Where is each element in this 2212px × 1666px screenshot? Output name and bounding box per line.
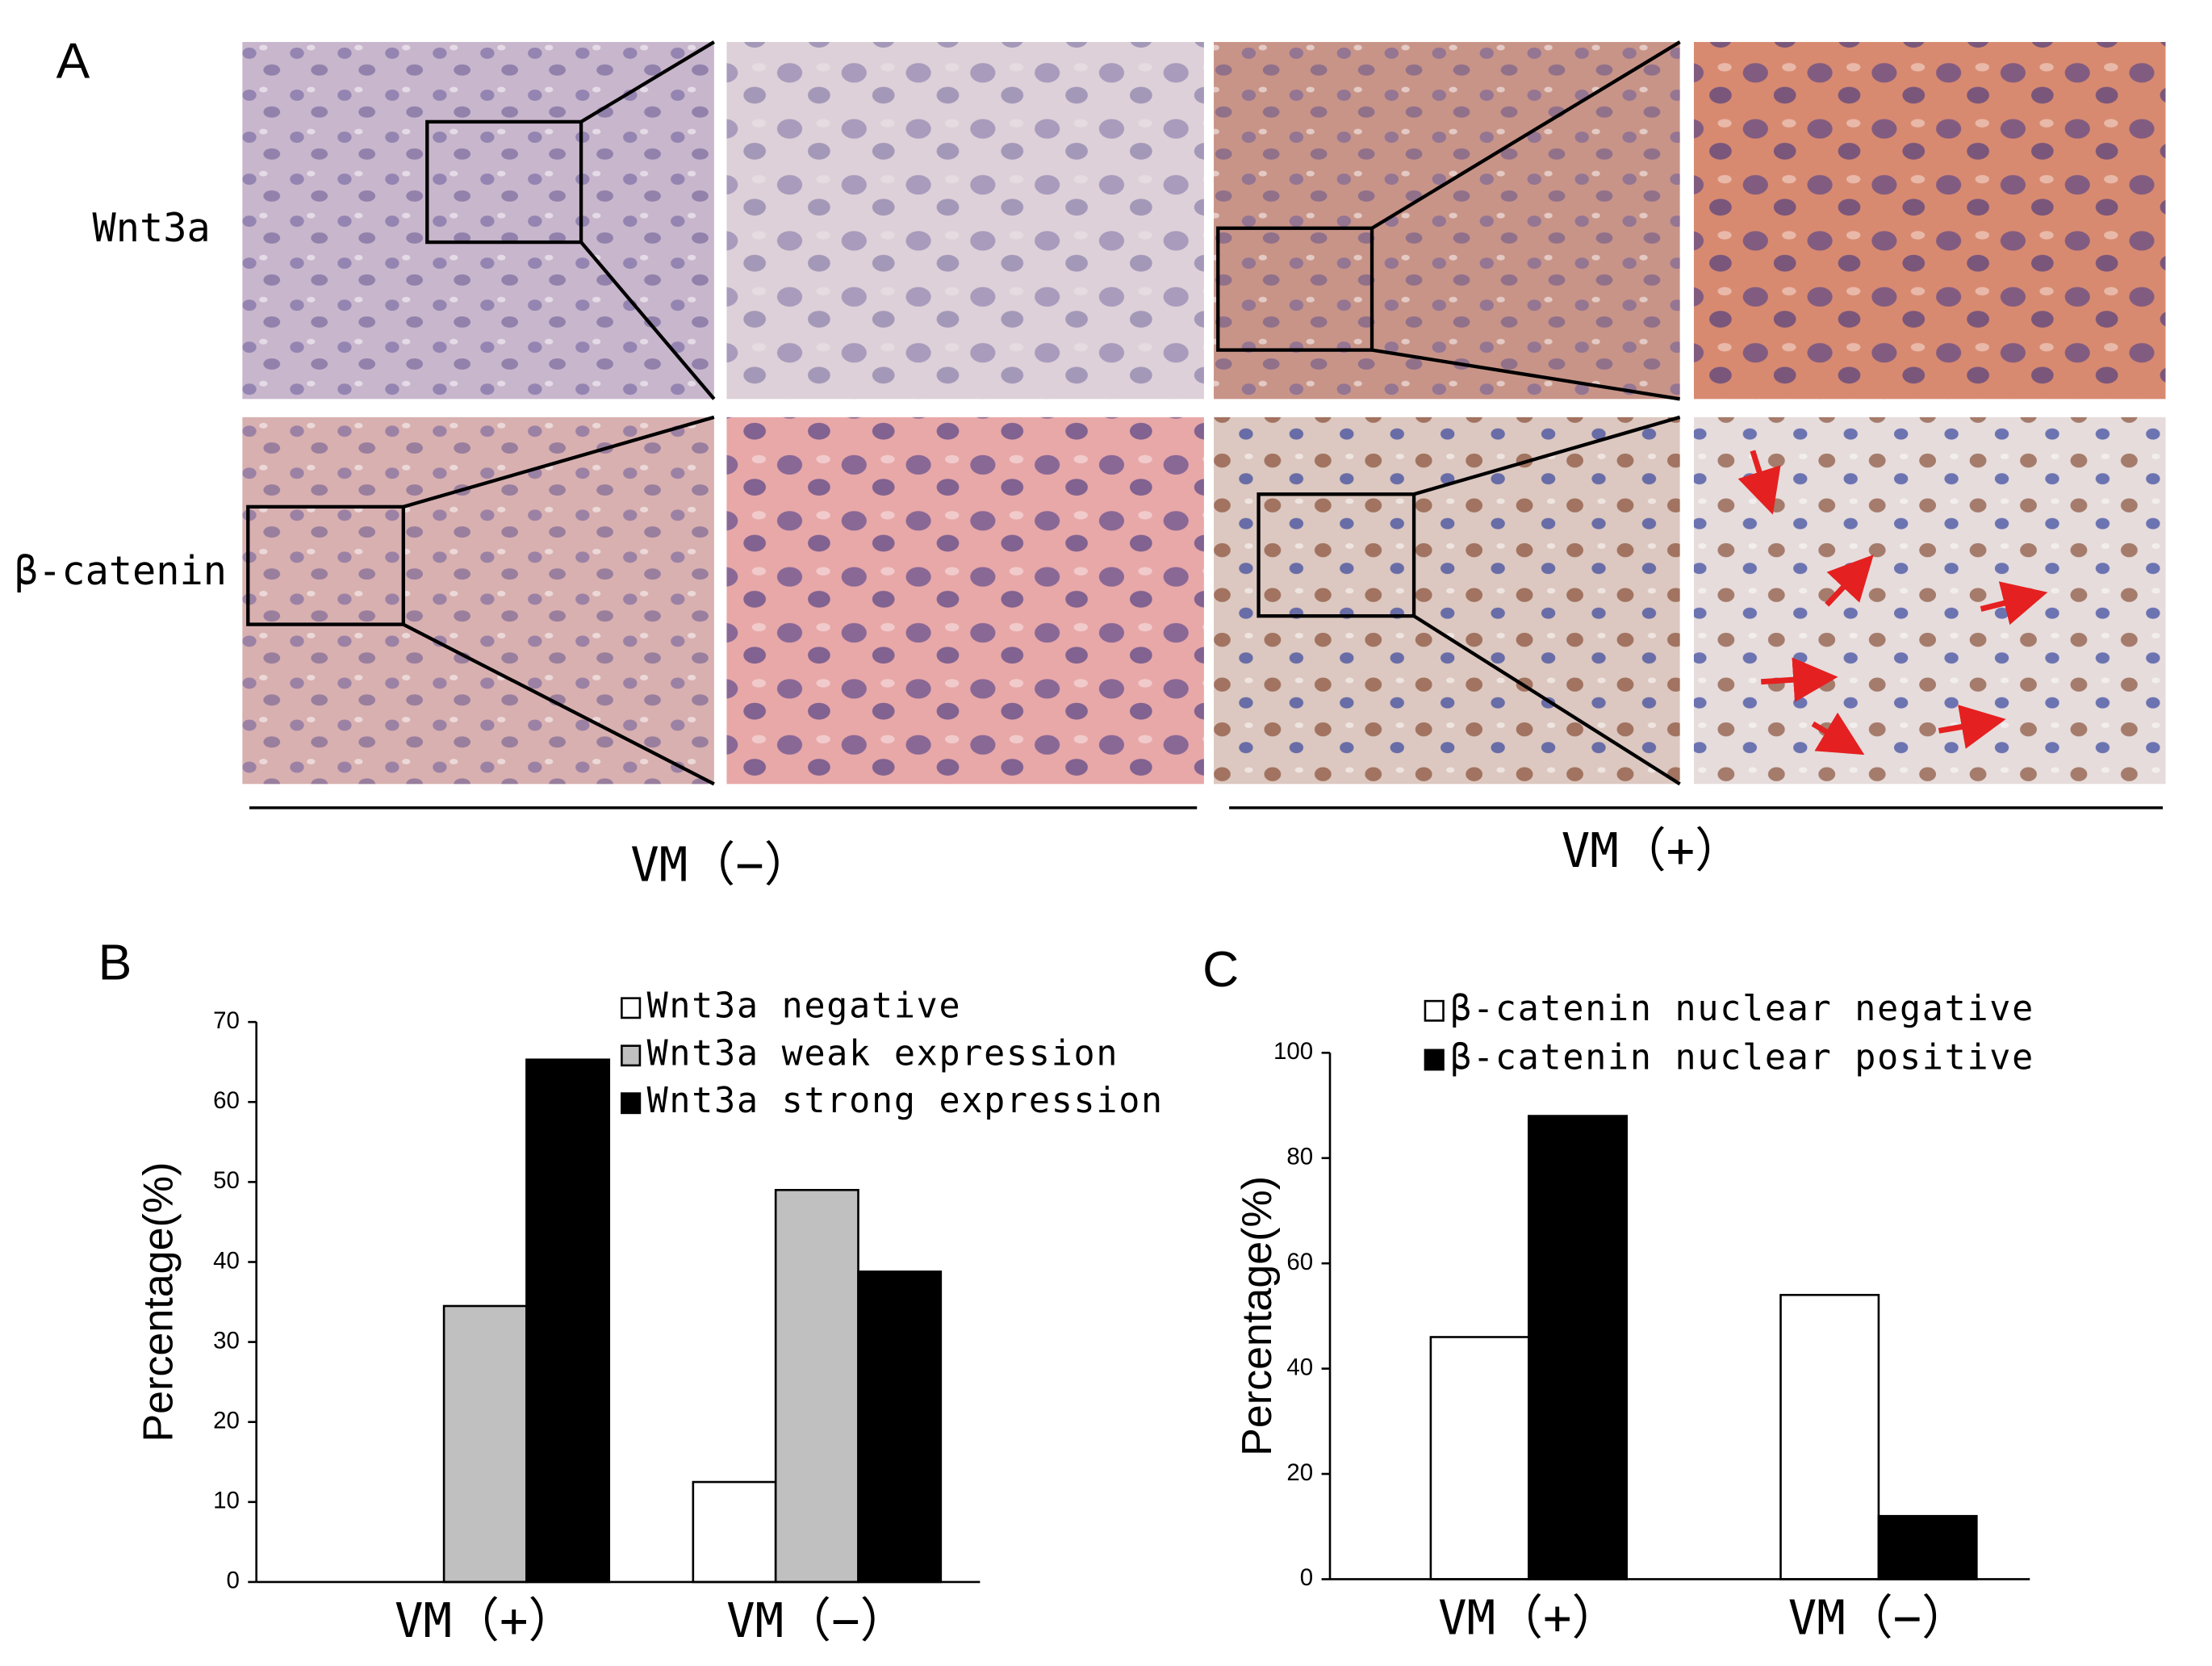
y-tick-label: 20 <box>213 1407 240 1434</box>
legend-swatch <box>621 1044 642 1067</box>
bar <box>525 1058 611 1584</box>
row-label: β-catenin <box>15 549 227 594</box>
group-label: VM（−） <box>630 836 811 892</box>
panel-label: C <box>1202 941 1239 998</box>
panel-label: B <box>98 934 132 990</box>
x-tick-label: VM（−） <box>1788 1590 1969 1646</box>
y-tick-label: 0 <box>1300 1564 1313 1591</box>
y-tick-label: 40 <box>213 1247 240 1274</box>
y-tick-label: 60 <box>213 1087 240 1114</box>
group-label: VM（+） <box>1562 823 1742 878</box>
bar <box>1779 1293 1880 1580</box>
y-tick-label: 0 <box>226 1568 239 1594</box>
y-tick-label: 60 <box>1286 1249 1313 1275</box>
y-tick-label: 40 <box>1286 1354 1313 1380</box>
bar <box>774 1188 859 1584</box>
legend-label: Wnt3a weak expression <box>647 1033 1119 1074</box>
y-tick-label: 80 <box>1286 1144 1313 1170</box>
legend-swatch <box>621 997 642 1019</box>
zoom-boxes <box>246 40 1681 786</box>
x-tick-label: VM（+） <box>395 1593 575 1648</box>
x-tick-label: VM（+） <box>1438 1590 1619 1646</box>
bar <box>857 1270 943 1584</box>
legend-label: Wnt3a strong expression <box>647 1081 1164 1121</box>
y-tick-label: 30 <box>213 1327 240 1354</box>
legend-label: β-catenin nuclear negative <box>1450 989 2034 1029</box>
micrographs <box>242 42 2166 785</box>
panel-label: A <box>56 32 90 89</box>
bar <box>1877 1514 1978 1580</box>
row-label: Wnt3a <box>93 206 211 251</box>
legend-swatch <box>1424 1049 1445 1071</box>
y-tick-label: 50 <box>213 1167 240 1194</box>
legend-label: Wnt3a negative <box>647 986 962 1026</box>
bar <box>442 1304 528 1584</box>
legend-swatch <box>1424 999 1445 1022</box>
y-tick-label: 100 <box>1273 1038 1313 1065</box>
x-tick-label: VM（−） <box>726 1593 907 1648</box>
y-tick-label: 70 <box>213 1007 240 1034</box>
bar <box>1429 1336 1530 1580</box>
y-tick-label: 20 <box>1286 1459 1313 1486</box>
arrows <box>1737 450 2048 756</box>
y-tick-label: 10 <box>213 1488 240 1514</box>
y-axis-label: Percentage(%) <box>1234 1176 1281 1456</box>
legend-swatch <box>621 1092 642 1115</box>
y-axis-label: Percentage(%) <box>135 1162 182 1442</box>
legend-label: β-catenin nuclear positive <box>1450 1037 2034 1078</box>
bar <box>692 1480 777 1584</box>
bar <box>1528 1115 1629 1580</box>
